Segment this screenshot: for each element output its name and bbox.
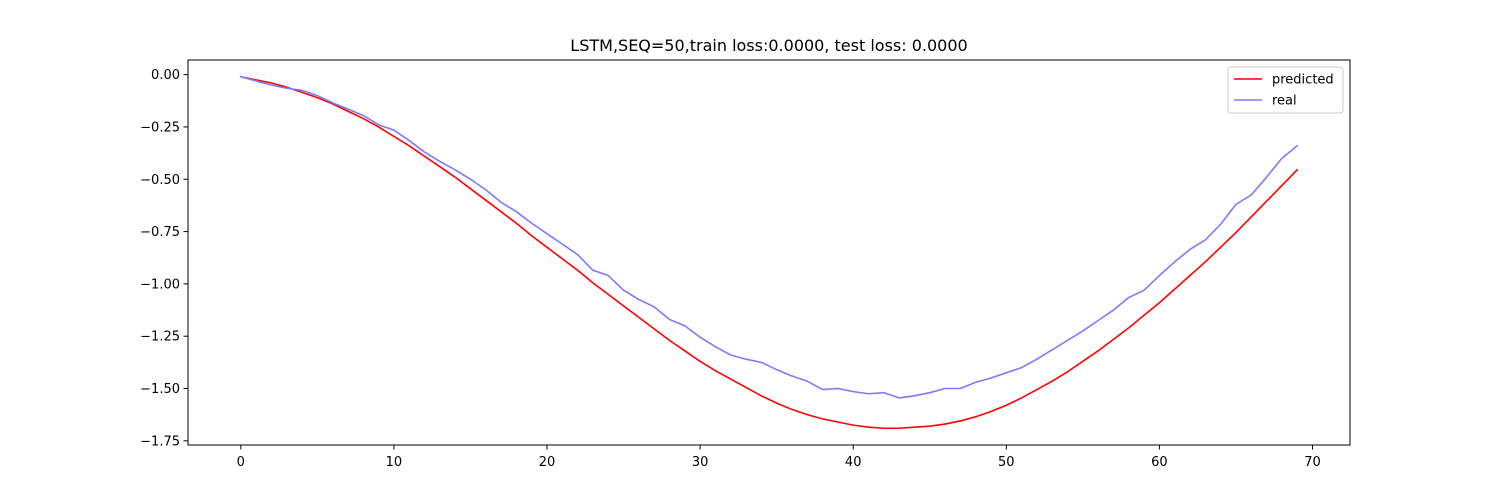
y-tick-label: −1.25 — [140, 330, 180, 345]
legend-label-real: real — [1272, 94, 1297, 109]
x-tick-label: 20 — [539, 455, 556, 470]
y-axis: 0.00 −0.25 −0.50 −0.75 −1.00 −1.25 −1.50 −1.75 — [140, 68, 188, 449]
series-line-real — [239, 75, 1299, 399]
y-tick-label: −0.50 — [140, 173, 180, 188]
y-tick-label: −1.50 — [140, 382, 180, 397]
legend: predicted real — [1227, 66, 1344, 114]
y-tick-label: −1.00 — [140, 277, 180, 292]
x-tick-label: 10 — [386, 455, 403, 470]
x-tick-label: 60 — [1151, 455, 1168, 470]
y-tick-label: −1.75 — [140, 434, 180, 449]
x-tick-label: 40 — [845, 455, 862, 470]
legend-label-predicted: predicted — [1272, 73, 1334, 88]
chart-title: LSTM,SEQ=50,train loss:0.0000, test loss… — [570, 36, 967, 55]
y-tick-label: −0.75 — [140, 225, 180, 240]
y-tick-label: −0.25 — [140, 120, 180, 135]
x-axis: 0 10 20 30 40 50 60 70 — [237, 445, 1321, 470]
plot-area — [187, 59, 1351, 446]
x-tick-label: 70 — [1304, 455, 1321, 470]
x-tick-label: 30 — [692, 455, 709, 470]
x-tick-label: 50 — [998, 455, 1015, 470]
series-line-predicted — [239, 75, 1299, 430]
series-layer — [239, 75, 1299, 430]
y-tick-label: 0.00 — [151, 68, 180, 83]
x-tick-label: 0 — [237, 455, 245, 470]
